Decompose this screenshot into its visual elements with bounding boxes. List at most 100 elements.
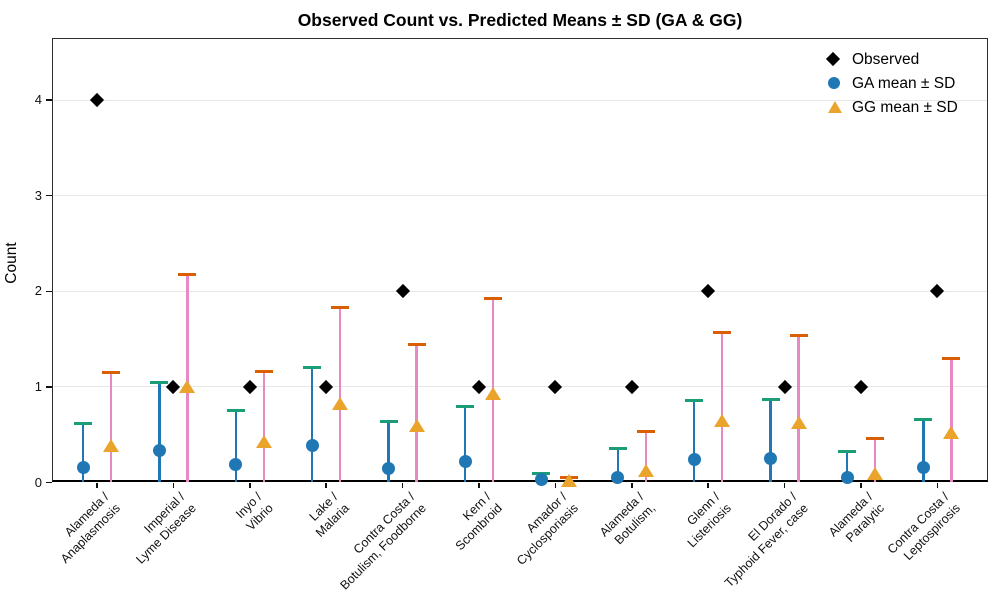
- ga-errorbar-cap: [303, 366, 322, 370]
- gg-mean-marker: [255, 435, 272, 449]
- x-axis-tick: [707, 482, 709, 488]
- gg-errorbar-cap: [942, 356, 961, 360]
- x-axis-tick: [401, 482, 404, 488]
- gg-errorbar-line: [415, 344, 418, 483]
- gg-mean-marker: [943, 425, 960, 439]
- gg-errorbar-line: [873, 438, 877, 483]
- ga-mean-marker: [458, 454, 472, 468]
- gg-errorbar-line: [262, 371, 266, 483]
- ga-errorbar-cap: [379, 419, 398, 423]
- gg-errorbar-line: [644, 431, 648, 483]
- triangle-icon: [828, 101, 842, 113]
- ga-mean-marker: [305, 438, 319, 452]
- ga-errorbar-cap: [761, 397, 780, 401]
- ga-mean-marker: [382, 461, 396, 475]
- legend-row: GG mean ± SD: [826, 96, 991, 120]
- gg-errorbar-cap: [866, 437, 884, 441]
- gg-mean-marker: [485, 386, 501, 400]
- gridline: [53, 195, 987, 197]
- ga-errorbar-cap: [456, 404, 474, 408]
- ga-errorbar-cap: [685, 398, 704, 402]
- gg-errorbar-cap: [407, 343, 426, 347]
- ga-errorbar-line: [692, 400, 696, 483]
- y-axis-tick: [46, 481, 52, 484]
- gg-errorbar-line: [186, 274, 189, 483]
- legend-label: Observed: [852, 51, 920, 68]
- gg-errorbar-line: [950, 358, 953, 483]
- y-tick-label: 2: [34, 283, 42, 299]
- gg-errorbar-line: [720, 332, 724, 483]
- x-axis-tick: [325, 482, 327, 488]
- gg-mean-marker: [103, 439, 119, 453]
- gg-mean-marker: [637, 464, 654, 478]
- x-axis-tick: [631, 482, 633, 488]
- gg-errorbar-cap: [713, 330, 732, 334]
- gg-errorbar-cap: [331, 306, 350, 310]
- x-axis-tick: [478, 482, 480, 488]
- ga-errorbar-line: [845, 451, 849, 483]
- x-axis-tick: [554, 482, 557, 488]
- gridline: [53, 386, 987, 388]
- gg-errorbar-cap: [636, 430, 655, 434]
- gg-errorbar-cap: [789, 333, 808, 337]
- gg-errorbar-cap: [484, 296, 502, 300]
- y-axis-label: Count: [3, 242, 20, 284]
- ga-errorbar-cap: [150, 380, 169, 384]
- legend-label: GA mean ± SD: [852, 75, 956, 92]
- legend-row: GA mean ± SD: [826, 72, 991, 96]
- gridline: [53, 290, 987, 292]
- ga-errorbar-line: [158, 382, 161, 483]
- gg-mean-marker: [790, 416, 807, 430]
- gg-errorbar-cap: [102, 371, 120, 375]
- ga-mean-marker: [687, 453, 701, 467]
- legend-label: GG mean ± SD: [852, 99, 958, 116]
- ga-mean-marker: [76, 460, 90, 474]
- circle-icon: [828, 77, 840, 89]
- y-axis-tick: [46, 194, 52, 197]
- x-axis-tick: [249, 482, 251, 488]
- ga-errorbar-line: [234, 410, 238, 483]
- ga-errorbar-line: [463, 406, 467, 483]
- chart-title: Observed Count vs. Predicted Means ± SD …: [297, 10, 743, 30]
- gg-errorbar-line: [797, 335, 800, 483]
- y-axis-tick: [46, 99, 52, 101]
- gg-mean-marker: [867, 466, 883, 480]
- ga-errorbar-line: [922, 419, 925, 483]
- ga-mean-marker: [534, 473, 548, 487]
- ga-errorbar-cap: [226, 409, 245, 413]
- ga-errorbar-cap: [74, 421, 92, 425]
- gg-errorbar-line: [109, 372, 113, 483]
- legend-row: Observed: [825, 48, 991, 72]
- gg-errorbar-line: [338, 307, 342, 483]
- ga-errorbar-line: [81, 423, 85, 483]
- gg-errorbar-cap: [254, 370, 273, 374]
- ga-errorbar-line: [616, 448, 620, 483]
- gg-mean-marker: [714, 414, 731, 428]
- ga-mean-marker: [152, 444, 166, 458]
- x-axis-tick: [172, 482, 175, 488]
- gg-errorbar-cap: [178, 272, 197, 276]
- gridline: [53, 99, 987, 101]
- ga-errorbar-line: [387, 421, 390, 483]
- ga-mean-marker: [840, 471, 854, 485]
- diamond-icon: [825, 51, 841, 67]
- legend: Observed GA mean ± SD GG mean ± SD: [825, 48, 991, 120]
- ga-errorbar-line: [769, 399, 772, 483]
- y-tick-label: 1: [34, 378, 42, 394]
- ga-errorbar-cap: [914, 417, 933, 421]
- gg-mean-marker: [332, 397, 349, 411]
- x-axis-tick: [936, 482, 939, 488]
- gg-mean-marker: [408, 419, 425, 433]
- ga-mean-marker: [611, 471, 625, 485]
- y-tick-label: 4: [34, 92, 42, 108]
- x-axis-tick: [860, 482, 862, 488]
- y-tick-label: 3: [34, 187, 42, 203]
- ga-errorbar-cap: [608, 446, 627, 450]
- y-axis-tick: [46, 386, 52, 388]
- ga-mean-marker: [229, 457, 243, 471]
- x-axis-tick: [96, 482, 98, 488]
- gg-mean-marker: [561, 473, 578, 487]
- gg-mean-marker: [179, 379, 196, 393]
- y-axis-tick: [46, 290, 52, 293]
